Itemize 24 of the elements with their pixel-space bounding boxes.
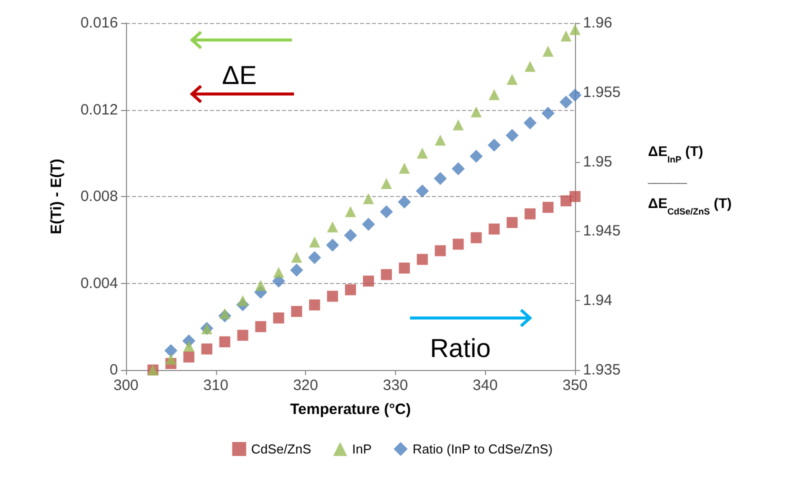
x-tick-label: 350 xyxy=(562,377,588,394)
y-tick-label: 0.016 xyxy=(80,14,118,32)
legend-label: CdSe/ZnS xyxy=(251,442,312,456)
y2-tick-label: 1.945 xyxy=(583,222,621,240)
annotation: ΔE xyxy=(222,60,257,90)
y-axis-title: E(Ti) - E(T) xyxy=(48,158,65,234)
y2-tick-label: 1.935 xyxy=(583,362,621,378)
y-tick-label: 0.004 xyxy=(80,274,118,292)
y2-tick-label: 1.96 xyxy=(583,14,612,32)
x-tick-label: 300 xyxy=(113,377,139,394)
x-tick-label: 310 xyxy=(203,377,228,394)
x-tick-label: 330 xyxy=(382,377,408,394)
legend-label: Ratio (InP to CdSe/ZnS) xyxy=(412,442,553,456)
annotation: Ratio xyxy=(430,333,491,363)
y-tick-label: 0 xyxy=(110,362,118,378)
x-tick-label: 320 xyxy=(293,377,318,394)
y-tick-label: 0.012 xyxy=(80,101,118,118)
y2-tick-label: 1.955 xyxy=(583,84,621,101)
x-tick-label: 340 xyxy=(472,377,498,394)
y2-tick-label: 1.94 xyxy=(583,292,612,310)
legend-label: InP xyxy=(352,442,372,456)
y2-tick-label: 1.95 xyxy=(583,153,612,170)
y-tick-label: 0.008 xyxy=(80,188,118,205)
x-axis-title: Temperature (°C) xyxy=(290,401,411,418)
